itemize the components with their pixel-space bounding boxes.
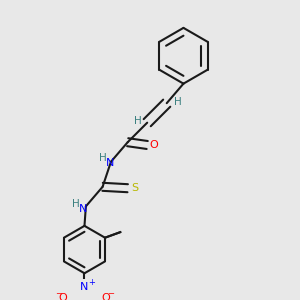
Text: N: N [80, 282, 89, 292]
Text: N: N [79, 204, 87, 214]
Text: O: O [102, 293, 110, 300]
Text: O: O [58, 293, 68, 300]
Text: O: O [150, 140, 159, 150]
Text: N: N [105, 158, 114, 168]
Text: −: − [107, 289, 114, 298]
Text: −: − [55, 289, 62, 298]
Text: H: H [72, 199, 80, 208]
Text: S: S [131, 183, 138, 193]
Text: +: + [88, 278, 95, 287]
Text: H: H [174, 97, 182, 107]
Text: H: H [99, 152, 106, 163]
Text: H: H [134, 116, 141, 126]
